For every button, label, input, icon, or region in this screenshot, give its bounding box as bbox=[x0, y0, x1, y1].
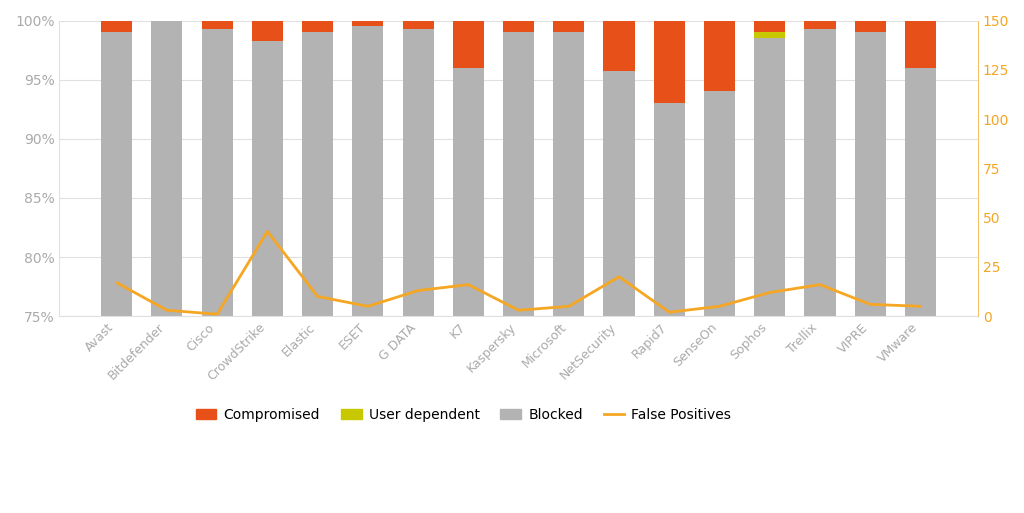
Legend: Compromised, User dependent, Blocked, False Positives: Compromised, User dependent, Blocked, Fa… bbox=[190, 402, 737, 427]
Bar bbox=[855, 32, 886, 316]
Bar bbox=[905, 68, 936, 316]
Bar bbox=[754, 32, 785, 38]
Bar bbox=[754, 21, 785, 32]
Bar bbox=[352, 26, 383, 316]
Bar bbox=[352, 21, 383, 26]
Bar bbox=[402, 21, 434, 29]
Bar bbox=[503, 21, 535, 32]
Bar bbox=[553, 32, 585, 316]
Bar bbox=[202, 21, 232, 29]
Bar bbox=[101, 32, 132, 316]
Bar bbox=[805, 29, 836, 316]
Bar bbox=[905, 21, 936, 68]
Bar bbox=[805, 21, 836, 29]
Bar bbox=[302, 32, 333, 316]
Bar bbox=[202, 29, 232, 316]
Bar bbox=[703, 21, 735, 91]
Bar bbox=[653, 103, 685, 316]
Bar bbox=[855, 21, 886, 32]
Bar bbox=[503, 32, 535, 316]
Bar bbox=[754, 38, 785, 316]
Bar bbox=[553, 21, 585, 32]
Bar bbox=[152, 21, 182, 316]
Bar bbox=[453, 68, 484, 316]
Bar bbox=[703, 91, 735, 316]
Bar bbox=[402, 29, 434, 316]
Bar bbox=[603, 21, 635, 71]
Bar bbox=[603, 71, 635, 316]
Bar bbox=[252, 41, 283, 316]
Bar bbox=[101, 21, 132, 32]
Bar bbox=[453, 21, 484, 68]
Bar bbox=[653, 21, 685, 103]
Bar bbox=[302, 21, 333, 32]
Bar bbox=[252, 21, 283, 41]
